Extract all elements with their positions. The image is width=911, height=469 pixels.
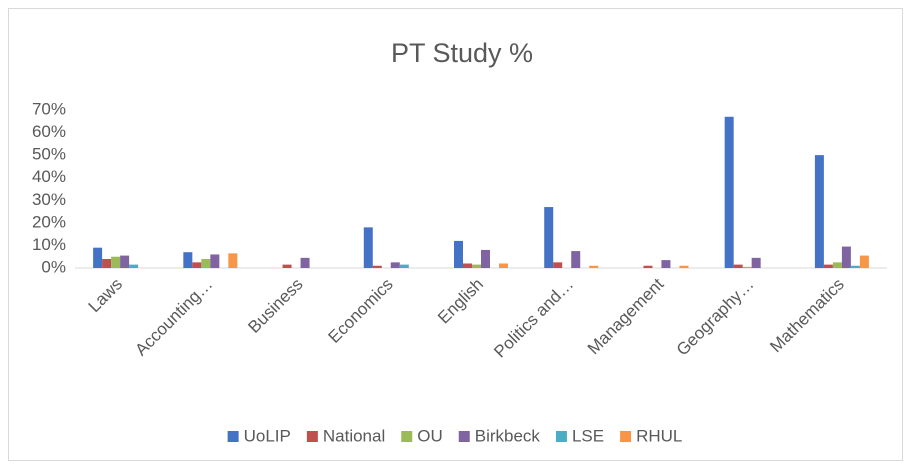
bar: [859, 255, 869, 268]
bar: [120, 255, 130, 268]
bar: [454, 240, 463, 268]
bar: [751, 257, 761, 268]
legend-label: UoLIP: [244, 426, 291, 445]
bar: [742, 266, 752, 268]
legend-swatch: [401, 431, 413, 442]
y-tick-label: 50%: [32, 145, 66, 164]
bar: [832, 262, 842, 268]
bar: [111, 256, 121, 268]
bar: [733, 264, 743, 268]
bar: [93, 247, 103, 268]
bar: [390, 262, 400, 268]
legend-label: Birkbeck: [475, 426, 541, 445]
bar: [661, 260, 671, 268]
bar: [850, 265, 860, 268]
bar: [363, 227, 373, 268]
bar: [102, 258, 112, 268]
bar: [192, 262, 202, 268]
bar: [499, 263, 508, 268]
bar: [481, 249, 490, 268]
bar: [201, 258, 211, 268]
bar: [399, 264, 409, 268]
bar: [183, 252, 193, 268]
bar: [228, 253, 238, 268]
legend-label: OU: [417, 426, 443, 445]
bar: [372, 265, 382, 268]
legend-swatch: [458, 431, 470, 442]
bar: [472, 264, 481, 268]
y-tick-label: 0%: [41, 257, 66, 276]
bar: [544, 207, 554, 268]
chart-title: PT Study %: [391, 38, 533, 68]
bar: [643, 265, 653, 268]
bar: [823, 264, 833, 268]
legend-label: RHUL: [636, 426, 682, 445]
legend-swatch: [620, 431, 632, 442]
bar: [589, 265, 599, 268]
bar: [300, 257, 310, 268]
bar: [129, 264, 139, 268]
legend-swatch: [227, 431, 239, 442]
y-tick-label: 70%: [32, 99, 66, 118]
y-tick-label: 60%: [32, 122, 66, 141]
legend-swatch: [555, 431, 567, 442]
bar: [724, 116, 734, 269]
bar: [463, 263, 472, 268]
legend-swatch: [306, 431, 318, 442]
chart-border: [8, 8, 903, 461]
bar: [814, 155, 824, 268]
y-tick-label: 10%: [32, 235, 66, 254]
y-tick-label: 40%: [32, 167, 66, 186]
y-tick-label: 30%: [32, 190, 66, 209]
y-tick-label: 20%: [32, 212, 66, 231]
bar: [210, 254, 220, 268]
bar: [282, 264, 292, 268]
bar: [553, 262, 563, 268]
bar: [571, 251, 581, 268]
legend-label: LSE: [572, 426, 604, 445]
bar: [841, 246, 851, 268]
legend-label: National: [323, 426, 385, 445]
bar: [679, 265, 689, 268]
